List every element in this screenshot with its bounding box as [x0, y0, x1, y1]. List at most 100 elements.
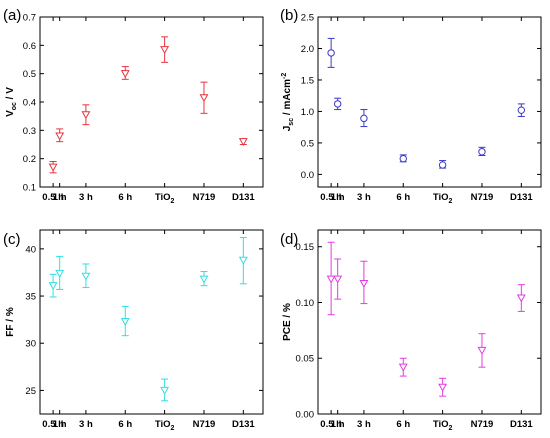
panel-label: (c) [3, 231, 21, 248]
y-tick-label: 2.0 [301, 44, 314, 55]
x-tick-label: TiO2 [433, 419, 453, 432]
x-tick-label: N719 [193, 192, 216, 203]
data-point [120, 70, 130, 79]
x-tick-label-main: TiO [433, 192, 449, 203]
y-tick-label: 0.6 [23, 41, 36, 52]
y-axis-label-main: FF / % [5, 307, 16, 337]
y-axis-label: Jsc / mAcm-2 [281, 73, 295, 132]
x-tick-label: 1 h [53, 192, 67, 203]
x-tick-label: 0.5 h [320, 419, 342, 430]
data-point [360, 114, 368, 123]
x-tick-label-sub: 2 [171, 198, 175, 205]
x-tick-label: D131 [232, 192, 255, 203]
x-tick-label: 1 h [53, 419, 67, 430]
panel-label: (b) [280, 7, 298, 24]
x-tick-label: 0.5 h [320, 192, 342, 203]
x-tick-label: D131 [232, 419, 255, 430]
panel-label: (a) [3, 7, 21, 24]
x-tick-label: 3 h [79, 419, 93, 430]
data-point [48, 282, 58, 291]
y-tick-label: 2.5 [301, 13, 314, 24]
x-tick-label: 6 h [396, 192, 410, 203]
data-point [398, 363, 408, 372]
x-tick-label: 6 h [118, 419, 132, 430]
y-tick-label: 40 [25, 244, 36, 255]
y-axis-label-main: J [282, 126, 293, 132]
x-tick-label: 6 h [396, 419, 410, 430]
y-axis-label-unit: / V [5, 87, 16, 102]
y-tick-label: 0.2 [23, 154, 36, 165]
data-point [517, 106, 526, 114]
data-point [326, 275, 336, 284]
x-tick-label: N719 [471, 192, 494, 203]
y-axis-label: FF / % [5, 307, 16, 337]
y-tick-label: 0.3 [23, 126, 36, 137]
x-tick-label-main: TiO [155, 192, 171, 203]
x-tick-label: 0.5 h [42, 192, 64, 203]
x-tick-label: D131 [510, 192, 533, 203]
x-tick-label: 3 h [357, 192, 371, 203]
data-point [199, 275, 209, 284]
y-tick-label: 0.15 [296, 242, 315, 253]
chart-panel-1: 0.1 0.2 0.3 0.4 0.5 0.6 0.7 0.5 h1 h 3 h 6 h TiO2 N… [3, 7, 264, 205]
y-axis-label: Voc / V [5, 87, 18, 117]
data-point [438, 161, 447, 169]
y-axis-label-main: PCE / % [282, 303, 293, 341]
data-point [478, 148, 486, 156]
y-axis-label-sub: sc [288, 118, 295, 126]
data-point [120, 318, 130, 326]
y-tick-label: 0.5 [301, 138, 314, 149]
y-tick-label: 0.5 [23, 69, 36, 80]
x-tick-label: TiO2 [155, 192, 175, 205]
data-point [199, 94, 209, 103]
y-tick-label: 1.0 [301, 107, 314, 118]
x-tick-label-main: TiO [155, 419, 171, 430]
plot-frame [39, 229, 264, 415]
plot-frame [39, 16, 264, 188]
x-tick-label-sub: 2 [449, 425, 453, 432]
y-tick-label: 0.05 [296, 354, 315, 365]
y-axis-label-unit: / mAcm [282, 79, 293, 118]
data-point [81, 272, 91, 281]
plot-frame [317, 16, 542, 188]
data-point [238, 138, 248, 147]
x-tick-label: TiO2 [433, 192, 453, 205]
data-point [333, 100, 342, 108]
data-point [359, 280, 369, 288]
x-tick-label: D131 [510, 419, 533, 430]
chart-panel-3: 25 30 35 40 0.5 h1 h 3 h 6 h TiO2 N719 D131 FF / %… [3, 229, 264, 432]
y-tick-label: 0.7 [23, 13, 36, 24]
data-point [399, 154, 407, 163]
x-tick-label: 1 h [331, 192, 345, 203]
data-point [48, 163, 58, 172]
y-axis-label-main: V [5, 110, 16, 117]
x-tick-label-main: TiO [433, 419, 449, 430]
data-point [160, 386, 170, 395]
y-axis-label-sup: -2 [281, 73, 288, 79]
data-point [438, 383, 448, 392]
data-point [55, 132, 65, 141]
x-tick-label: N719 [193, 419, 216, 430]
x-tick-label-sub: 2 [449, 198, 453, 205]
y-tick-label: 0.4 [23, 98, 36, 109]
data-point [516, 294, 526, 303]
y-tick-label: 0.0 [301, 170, 314, 181]
plot-frame [317, 229, 542, 415]
x-tick-label: 6 h [118, 192, 132, 203]
data-point [81, 111, 91, 120]
data-point [160, 46, 170, 55]
x-tick-label: N719 [471, 419, 494, 430]
y-tick-label: 35 [25, 292, 36, 303]
chart-panel-4: 0.00 0.05 0.10 0.15 0.5 h1 h 3 h 6 h TiO2 N719 D1… [280, 229, 542, 432]
y-axis-label-sub: oc [11, 102, 18, 110]
x-tick-label: 1 h [331, 419, 345, 430]
chart-panel-2: 0.0 0.5 1.0 1.5 2.0 2.5 0.5 h1 h 3 h 6 h TiO2 N719… [280, 7, 542, 205]
x-tick-label: 0.5 h [42, 419, 64, 430]
x-tick-label: TiO2 [155, 419, 175, 432]
y-tick-label: 25 [25, 386, 36, 397]
y-tick-label: 1.5 [301, 75, 314, 86]
data-point [333, 275, 343, 284]
y-tick-label: 0.10 [296, 298, 315, 309]
data-point [55, 269, 65, 278]
